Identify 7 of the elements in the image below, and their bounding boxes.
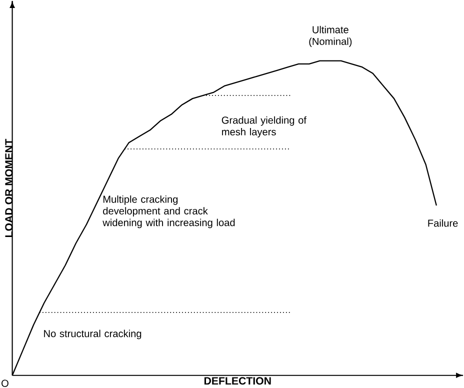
annotation: Failure <box>428 219 458 227</box>
annotation: Multiple cracking development and crack widening with increasing load <box>102 195 235 228</box>
annotation: No structural cracking <box>44 330 142 340</box>
text: Ultimate (Nominal) <box>309 26 352 47</box>
x-axis-title: DEFLECTION <box>204 377 271 385</box>
annotation: Gradual yielding of mesh layers <box>222 116 306 138</box>
text: O <box>2 380 8 387</box>
